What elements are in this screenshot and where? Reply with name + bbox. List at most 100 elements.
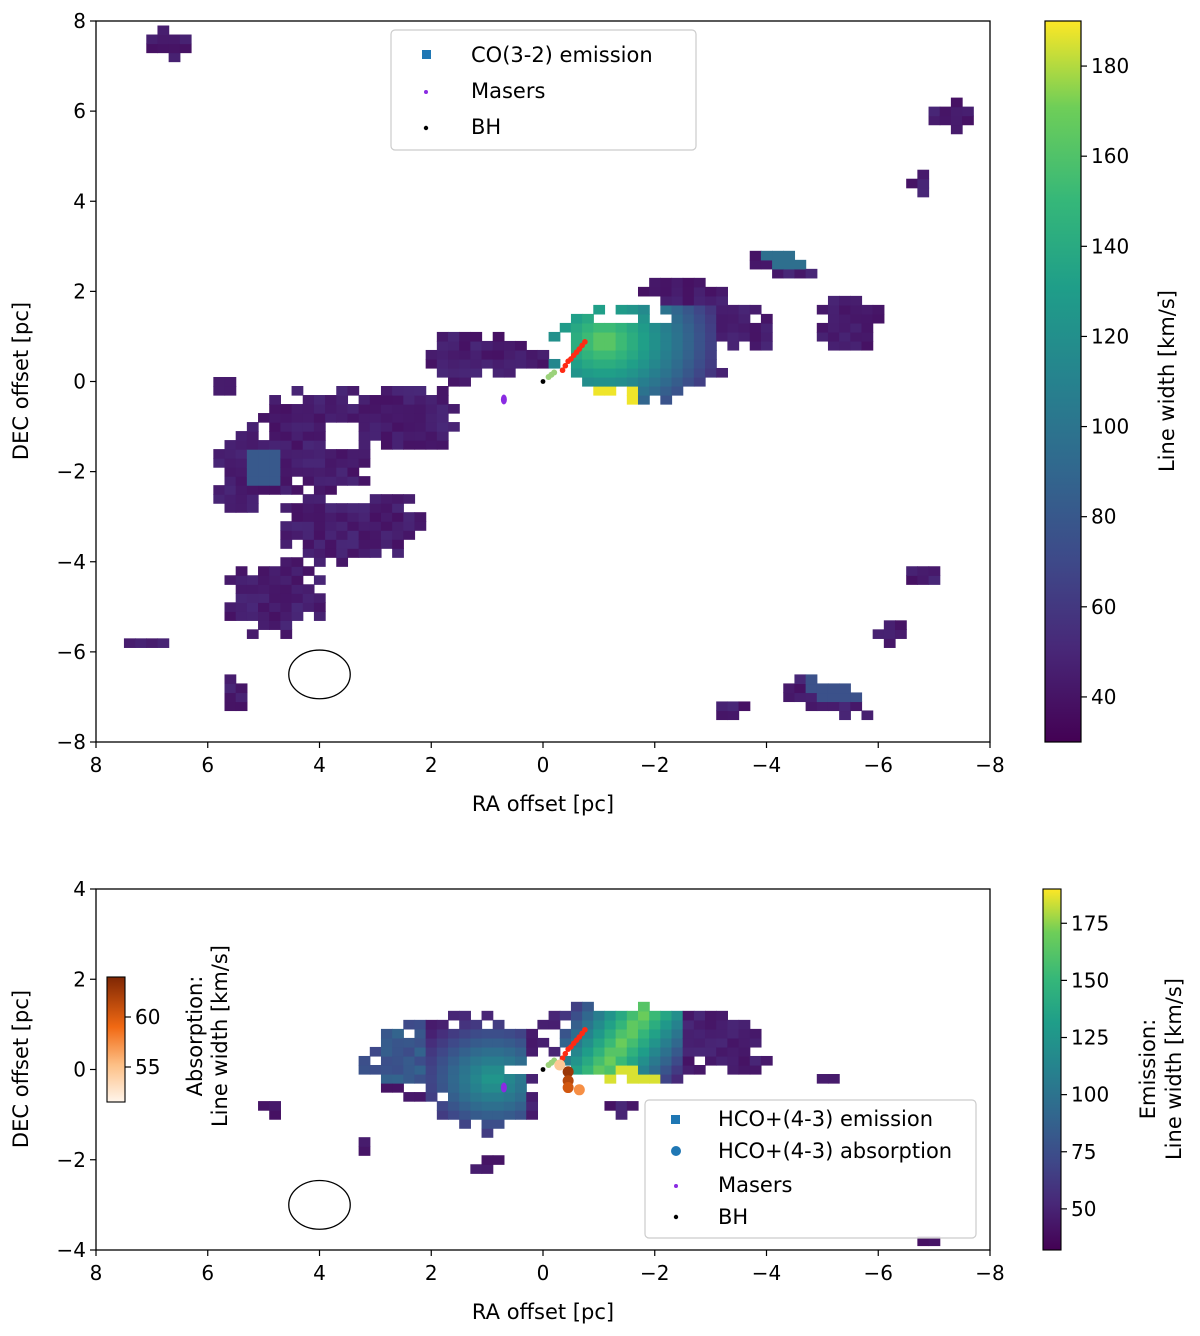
- emission-pixel: [850, 322, 863, 333]
- emission-pixel: [660, 358, 673, 369]
- emission-pixel: [392, 422, 404, 432]
- emission-pixel: [246, 602, 259, 612]
- emission-pixel: [436, 1019, 449, 1030]
- emission-pixel: [895, 629, 907, 639]
- emission-pixel: [515, 358, 527, 369]
- emission-pixel: [235, 431, 248, 441]
- emission-pixel: [336, 476, 349, 486]
- emission-pixel: [749, 250, 762, 261]
- emission-pixel: [336, 539, 349, 549]
- emission-pixel: [772, 259, 784, 270]
- emission-pixel: [403, 1019, 416, 1030]
- emission-pixel: [839, 331, 851, 342]
- emission-pixel: [291, 404, 304, 414]
- emission-pixel: [515, 1055, 527, 1066]
- emission-pixel: [470, 1164, 483, 1174]
- emission-pixel: [313, 404, 326, 414]
- emission-pixel: [302, 503, 315, 513]
- emission-pixel: [436, 431, 449, 441]
- emission-pixel: [839, 340, 851, 351]
- emission-pixel: [570, 1001, 583, 1012]
- emission-pixel: [481, 1110, 494, 1120]
- bottom-y-tick-label: 0: [73, 1058, 86, 1082]
- emission-pixel: [515, 1092, 527, 1102]
- emission-pixel: [347, 530, 360, 540]
- emission-pixel: [258, 593, 270, 603]
- emission-pixel: [235, 476, 248, 486]
- emission-pixel: [783, 683, 796, 694]
- emission-pixel: [816, 331, 829, 342]
- top-y-axis-label: DEC offset [pc]: [9, 302, 33, 460]
- emission-pixel: [649, 1064, 661, 1075]
- emission-pixel: [727, 322, 740, 333]
- emission-pixel: [436, 413, 449, 423]
- emission-pixel: [358, 1146, 371, 1156]
- emission-pixel: [682, 1064, 695, 1075]
- emission-pixel: [280, 611, 293, 621]
- emission-pixel: [313, 512, 326, 522]
- emission-pixel: [470, 1101, 483, 1111]
- emission-pixel: [470, 340, 483, 351]
- top-y-tick-label: −2: [57, 460, 86, 484]
- emission-pixel: [392, 521, 404, 531]
- emission-pixel: [336, 458, 349, 468]
- emission-pixel: [235, 692, 248, 703]
- emission-pixel: [246, 575, 259, 585]
- emission-pixel: [693, 1028, 706, 1039]
- top-legend-co-marker: [422, 50, 431, 59]
- emission-pixel: [280, 503, 293, 513]
- emission-pixel: [626, 322, 639, 333]
- emission-pixel: [783, 259, 796, 270]
- emission-pixel: [380, 503, 393, 513]
- emission-pixel: [336, 467, 349, 477]
- emission-pixel: [313, 593, 326, 603]
- emission-pixel: [291, 485, 304, 495]
- emission-pixel: [582, 1001, 594, 1012]
- emission-pixel: [637, 1028, 650, 1039]
- emission-pixel: [950, 97, 963, 108]
- emission-pixel: [693, 1046, 706, 1057]
- emission-pixel: [414, 1046, 427, 1057]
- emission-pixel: [302, 431, 315, 441]
- emission-pixel: [235, 440, 248, 450]
- emission-pixel: [269, 1110, 281, 1120]
- emission-pixel: [559, 1055, 572, 1066]
- emission-pixel: [459, 376, 471, 387]
- emission-pixel: [783, 268, 796, 279]
- emission-pixel: [637, 322, 650, 333]
- emission-pixel: [682, 1028, 695, 1039]
- emission-pixel: [805, 268, 818, 279]
- emission-pixel: [392, 404, 404, 414]
- emission-pixel: [649, 367, 661, 378]
- emission-pixel: [626, 1101, 639, 1111]
- emission-pixel: [660, 1010, 673, 1021]
- emission-pixel: [291, 521, 304, 531]
- emission-pixel: [235, 593, 248, 603]
- emission-pixel: [392, 1083, 404, 1093]
- top-legend-bh-marker: [423, 125, 429, 131]
- emission-pixel: [313, 413, 326, 423]
- emission-pixel: [157, 638, 170, 648]
- bottom-legend-bh-label: BH: [718, 1205, 748, 1229]
- emission-pixel: [347, 386, 360, 396]
- emission-pixel: [470, 1083, 483, 1093]
- emission-pixel: [593, 340, 606, 351]
- emission-pixel: [302, 458, 315, 468]
- emission-pixel: [827, 322, 840, 333]
- emission-pixel: [269, 476, 281, 486]
- emission-pixel: [336, 548, 349, 558]
- emission-pixel: [347, 404, 360, 414]
- top-y-tick-label: 8: [73, 9, 86, 33]
- emission-pixel: [481, 1101, 494, 1111]
- emission-pixel: [392, 530, 404, 540]
- emission-pixel: [738, 304, 751, 315]
- emission-pixel: [850, 340, 863, 351]
- top-y-ticks: −8 −6 −4 −2 0 2 4 6 8: [57, 9, 96, 754]
- emission-pixel: [749, 1064, 762, 1075]
- emission-pixel: [481, 1028, 494, 1039]
- emission-pixel: [615, 349, 628, 360]
- emission-pixel: [637, 395, 650, 405]
- emission-pixel: [246, 467, 259, 477]
- emission-pixel: [269, 413, 281, 423]
